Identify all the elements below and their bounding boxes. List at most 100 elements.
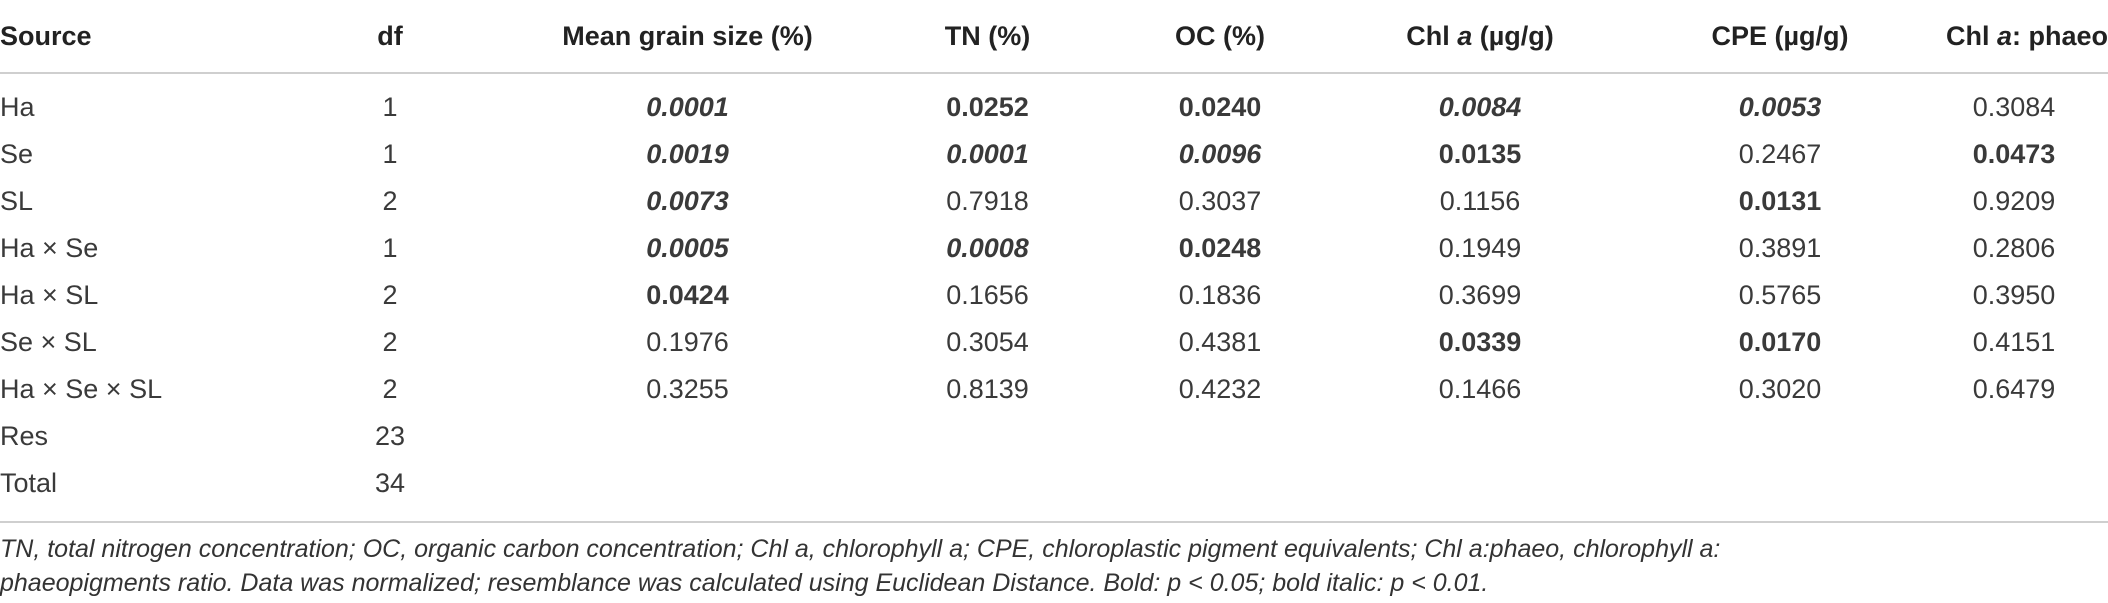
cell-grain: 0.0424 [646, 280, 729, 310]
cell-cpe: 0.3891 [1738, 233, 1822, 263]
cell-df: 2 [382, 280, 398, 310]
header-oc: OC (%) [1120, 0, 1320, 74]
cell-grain: 0.0019 [646, 139, 729, 169]
cell-oc: 0.1836 [1178, 280, 1262, 310]
header-ratio-italic: a [1996, 20, 2012, 51]
cell-oc: 0.0248 [1178, 233, 1262, 263]
cell-grain: 0.3255 [646, 374, 729, 404]
cell-chl: 0.1466 [1438, 374, 1522, 404]
footnote-divider [0, 521, 2108, 523]
cell-cpe: 0.5765 [1738, 280, 1822, 310]
table-row: Ha × Se × SL 2 0.3255 0.8139 0.4232 0.14… [0, 366, 2108, 413]
cell-oc: 0.0096 [1178, 139, 1262, 169]
cell-grain: 0.1976 [646, 327, 729, 357]
header-ratio-prefix: Chl [1945, 20, 1997, 51]
cell-cpe [1640, 460, 1920, 507]
cell-cpe: 0.2467 [1738, 139, 1822, 169]
table-footnote: TN, total nitrogen concentration; OC, or… [0, 532, 2100, 600]
table-row: Se 1 0.0019 0.0001 0.0096 0.0135 0.2467 … [0, 131, 2108, 178]
footnote-line-1: TN, total nitrogen concentration; OC, or… [0, 535, 1721, 563]
cell-source: Ha × Se × SL [0, 374, 163, 404]
cell-grain [520, 413, 855, 460]
table-header-row: Source df Mean grain size (%) TN (%) OC … [0, 0, 2108, 74]
cell-tn [855, 413, 1120, 460]
table-row: Ha × Se 1 0.0005 0.0008 0.0248 0.1949 0.… [0, 225, 2108, 272]
cell-chl [1320, 413, 1640, 460]
cell-grain: 0.0073 [646, 186, 729, 216]
cell-ratio: 0.6479 [1972, 374, 2056, 404]
cell-tn: 0.0008 [946, 233, 1029, 263]
header-df: df [260, 0, 520, 74]
cell-source: Ha × SL [0, 280, 99, 310]
cell-tn: 0.3054 [946, 327, 1029, 357]
cell-chl: 0.0084 [1438, 92, 1522, 122]
header-tn: TN (%) [855, 0, 1120, 74]
header-ratio-suffix: : phaeo [2011, 20, 2108, 51]
cell-tn: 0.7918 [946, 186, 1029, 216]
header-chl-a-unit: (µg/g) [1472, 20, 1554, 51]
cell-source: Res [0, 421, 49, 451]
cell-df: 1 [382, 233, 398, 263]
anova-results-table: Source df Mean grain size (%) TN (%) OC … [0, 0, 2108, 507]
cell-chl [1320, 460, 1640, 507]
table-row: Ha 1 0.0001 0.0252 0.0240 0.0084 0.0053 … [0, 73, 2108, 131]
header-chl-a-prefix: Chl [1406, 20, 1458, 51]
cell-chl: 0.1949 [1438, 233, 1522, 263]
cell-oc: 0.4232 [1178, 374, 1262, 404]
cell-source: Total [0, 468, 58, 498]
cell-oc: 0.0240 [1178, 92, 1262, 122]
cell-grain: 0.0001 [646, 92, 729, 122]
cell-tn: 0.1656 [946, 280, 1029, 310]
cell-df: 1 [382, 92, 398, 122]
header-chl-a-italic: a [1457, 20, 1473, 51]
cell-cpe: 0.0131 [1738, 186, 1822, 216]
cell-chl: 0.3699 [1438, 280, 1522, 310]
cell-chl: 0.0135 [1438, 139, 1522, 169]
cell-df: 2 [382, 374, 398, 404]
cell-source: Se × SL [0, 327, 97, 357]
table-row: SL 2 0.0073 0.7918 0.3037 0.1156 0.0131 … [0, 178, 2108, 225]
cell-ratio: 0.4151 [1972, 327, 2056, 357]
cell-chl: 0.0339 [1438, 327, 1522, 357]
cell-oc: 0.3037 [1178, 186, 1262, 216]
cell-oc [1120, 413, 1320, 460]
cell-df: 23 [374, 421, 406, 451]
cell-source: SL [0, 186, 34, 216]
cell-tn: 0.8139 [946, 374, 1029, 404]
cell-oc: 0.4381 [1178, 327, 1262, 357]
cell-tn: 0.0001 [946, 139, 1029, 169]
table-row: Total 34 [0, 460, 2108, 507]
cell-ratio: 0.3950 [1972, 280, 2056, 310]
cell-ratio: 0.2806 [1972, 233, 2056, 263]
cell-ratio [1920, 413, 2108, 460]
header-source: Source [0, 0, 260, 74]
cell-source: Ha [0, 92, 35, 122]
cell-grain: 0.0005 [646, 233, 729, 263]
table-row: Ha × SL 2 0.0424 0.1656 0.1836 0.3699 0.… [0, 272, 2108, 319]
footnote-line-2: phaeopigments ratio. Data was normalized… [0, 569, 1489, 597]
cell-grain [520, 460, 855, 507]
header-chl-a-phaeo: Chl a: phaeo [1920, 0, 2108, 74]
cell-ratio: 0.3084 [1972, 92, 2056, 122]
cell-source: Ha × Se [0, 233, 99, 263]
cell-cpe: 0.0170 [1738, 327, 1822, 357]
cell-df: 1 [382, 139, 398, 169]
cell-tn: 0.0252 [946, 92, 1029, 122]
cell-ratio [1920, 460, 2108, 507]
cell-cpe: 0.0053 [1738, 92, 1822, 122]
cell-df: 34 [374, 468, 406, 498]
cell-df: 2 [382, 327, 398, 357]
cell-cpe [1640, 413, 1920, 460]
cell-chl: 0.1156 [1439, 186, 1521, 216]
cell-source: Se [0, 139, 34, 169]
header-cpe: CPE (µg/g) [1640, 0, 1920, 74]
header-chl-a: Chl a (µg/g) [1320, 0, 1640, 74]
cell-oc [1120, 460, 1320, 507]
cell-ratio: 0.9209 [1972, 186, 2056, 216]
table-row: Se × SL 2 0.1976 0.3054 0.4381 0.0339 0.… [0, 319, 2108, 366]
header-mean-grain-size: Mean grain size (%) [520, 0, 855, 74]
cell-tn [855, 460, 1120, 507]
cell-ratio: 0.0473 [1972, 139, 2056, 169]
cell-df: 2 [382, 186, 398, 216]
